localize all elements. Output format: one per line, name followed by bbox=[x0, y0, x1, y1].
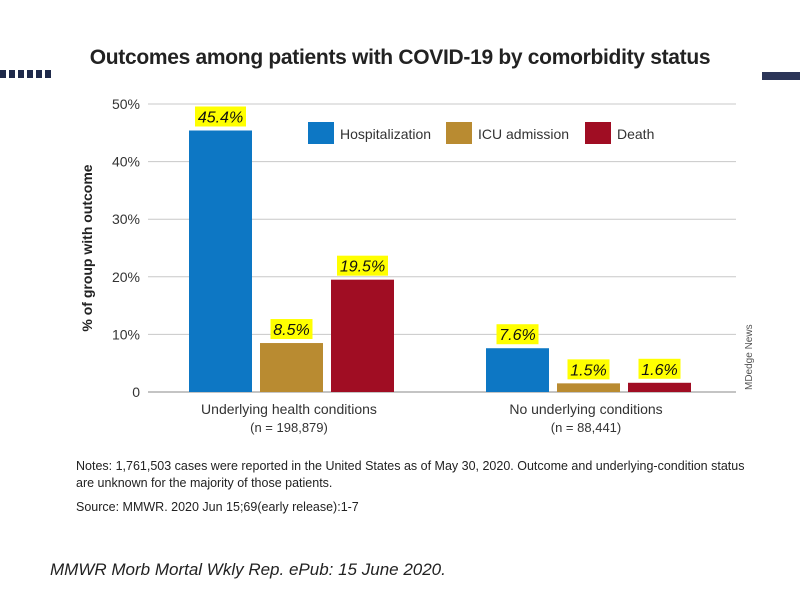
data-label: 19.5% bbox=[340, 259, 385, 276]
bar bbox=[486, 348, 549, 392]
bar bbox=[557, 383, 620, 392]
x-category-label: Underlying health conditions bbox=[201, 401, 377, 417]
bar bbox=[260, 343, 323, 392]
y-tick-label: 40% bbox=[112, 154, 140, 170]
y-tick-label: 10% bbox=[112, 326, 140, 342]
x-category-label: No underlying conditions bbox=[509, 401, 662, 417]
bar-chart: 0 10% 20% 30% 40% 50% % of group with outcome 4… bbox=[79, 96, 736, 435]
legend-swatch bbox=[446, 122, 472, 144]
legend-swatch bbox=[308, 122, 334, 144]
y-tick-label: 30% bbox=[112, 211, 140, 227]
data-label: 45.4% bbox=[198, 109, 243, 126]
citation: MMWR Morb Mortal Wkly Rep. ePub: 15 June… bbox=[50, 560, 446, 579]
y-tick-label: 20% bbox=[112, 269, 140, 285]
decorative-bar-right bbox=[762, 72, 800, 80]
decorative-dots-left bbox=[0, 70, 52, 78]
x-category-sublabel: (n = 88,441) bbox=[551, 420, 621, 435]
y-axis-label: % of group with outcome bbox=[79, 164, 95, 331]
legend-label: Death bbox=[617, 126, 654, 142]
legend-label: ICU admission bbox=[478, 126, 569, 142]
data-label: 1.5% bbox=[570, 362, 606, 379]
legend-swatch bbox=[585, 122, 611, 144]
data-label: 8.5% bbox=[273, 322, 309, 339]
data-label-highlight bbox=[195, 106, 246, 127]
data-label: 1.6% bbox=[641, 362, 677, 379]
credit-label: MDedge News bbox=[744, 324, 755, 390]
data-label-highlight bbox=[270, 319, 313, 340]
chart-source: Source: MMWR. 2020 Jun 15;69(early relea… bbox=[76, 500, 359, 514]
data-label-highlight bbox=[496, 324, 539, 345]
data-label-highlight bbox=[567, 359, 610, 380]
bar bbox=[189, 130, 252, 392]
data-label-highlight bbox=[337, 255, 388, 276]
y-tick-label: 0 bbox=[132, 384, 140, 400]
legend-label: Hospitalization bbox=[340, 126, 431, 142]
chart-notes: Notes: 1,761,503 cases were reported in … bbox=[76, 459, 745, 490]
bar bbox=[628, 382, 691, 392]
bar bbox=[331, 279, 394, 392]
data-label-highlight bbox=[638, 358, 681, 379]
y-tick-label: 50% bbox=[112, 96, 140, 112]
x-category-sublabel: (n = 198,879) bbox=[250, 420, 328, 435]
chart-title: Outcomes among patients with COVID-19 by… bbox=[89, 46, 711, 69]
data-label: 7.6% bbox=[499, 327, 535, 344]
